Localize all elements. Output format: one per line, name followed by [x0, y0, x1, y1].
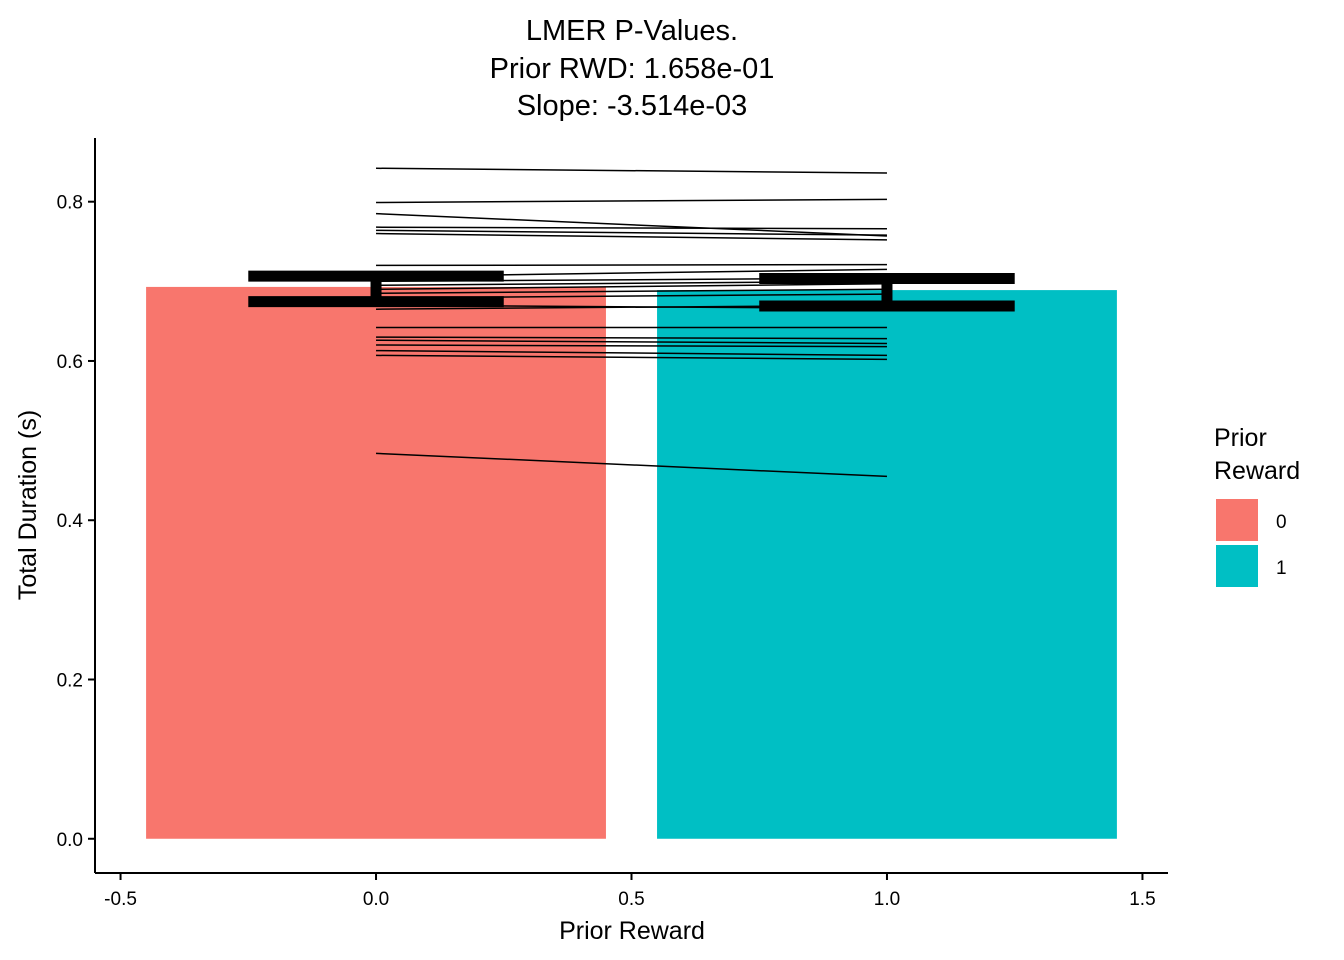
legend-entries: 01 [1216, 499, 1287, 587]
subject-line-18 [376, 339, 887, 345]
subject-line-5 [376, 229, 887, 236]
subject-line-1 [376, 167, 887, 174]
error-bars-layer [248, 270, 1015, 312]
bar-1 [657, 290, 1117, 839]
subject-line-4 [376, 226, 887, 230]
title-line-1: LMER P-Values. [526, 15, 738, 47]
legend: Prior Reward 01 [1214, 424, 1300, 587]
legend-label-1: 1 [1276, 558, 1287, 579]
x-tick-label: 0.5 [618, 889, 644, 910]
y-tick-label: 0.2 [57, 670, 83, 691]
subject-line-2 [376, 198, 887, 204]
subject-line-7 [376, 263, 887, 267]
title-line-3: Slope: -3.514e-03 [517, 90, 748, 122]
subject-line-3 [375, 212, 888, 237]
subject-line-17 [376, 336, 887, 340]
x-tick-label: 0.0 [363, 889, 389, 910]
subject-line-19 [376, 344, 887, 348]
subject-line-11 [376, 282, 887, 291]
title-line-2: Prior RWD: 1.658e-01 [490, 53, 775, 85]
legend-swatch-1 [1216, 545, 1258, 587]
subject-line-20 [376, 349, 887, 357]
legend-title-line-1: Prior [1214, 424, 1267, 452]
subject-line-22 [375, 452, 888, 478]
subject-line-21 [376, 354, 887, 361]
y-axis-title: Total Duration (s) [14, 410, 42, 600]
x-tick-label: 1.5 [1129, 889, 1155, 910]
error-bar-0 [248, 270, 504, 308]
subject-line-12 [376, 288, 887, 295]
bar-0 [146, 286, 606, 839]
y-tick-label: 0.6 [57, 352, 83, 373]
chart-title: LMER P-Values. Prior RWD: 1.658e-01 Slop… [490, 15, 775, 122]
error-bar-1 [759, 273, 1015, 312]
y-axis-ticks: 0.0 0.2 0.4 0.6 0.8 [57, 193, 95, 851]
y-tick-label: 0.8 [57, 193, 83, 214]
x-axis-ticks: -0.5 0.0 0.5 1.0 1.5 [104, 873, 1156, 910]
legend-title-line-2: Reward [1214, 457, 1300, 485]
x-axis-title: Prior Reward [559, 917, 705, 945]
bars-layer [146, 286, 1117, 839]
x-tick-label: 1.0 [874, 889, 900, 910]
x-tick-label: -0.5 [104, 889, 137, 910]
subject-line-6 [376, 232, 887, 241]
legend-label-0: 0 [1276, 512, 1287, 533]
y-tick-label: 0.4 [57, 511, 84, 532]
y-tick-label: 0.0 [57, 830, 83, 851]
legend-swatch-0 [1216, 499, 1258, 541]
